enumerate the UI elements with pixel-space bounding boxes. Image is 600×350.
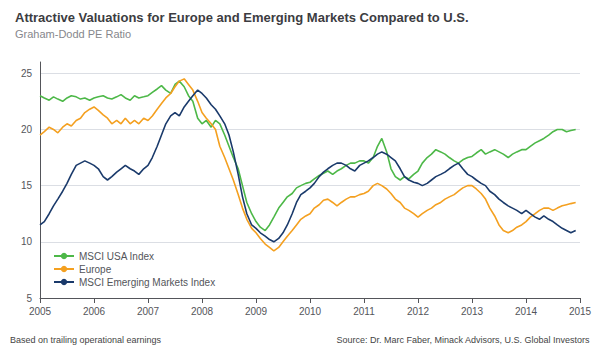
svg-text:Based on trailing operational: Based on trailing operational earnings	[10, 335, 162, 345]
svg-text:2013: 2013	[461, 306, 484, 317]
svg-text:2015: 2015	[569, 306, 592, 317]
svg-text:15: 15	[21, 180, 33, 191]
svg-text:2005: 2005	[29, 306, 52, 317]
svg-text:2006: 2006	[83, 306, 106, 317]
svg-text:2012: 2012	[407, 306, 430, 317]
svg-text:2007: 2007	[137, 306, 160, 317]
svg-text:5: 5	[26, 293, 32, 304]
svg-text:20: 20	[21, 124, 33, 135]
svg-text:2011: 2011	[353, 306, 375, 317]
svg-text:Source: Dr. Marc Faber, Minack: Source: Dr. Marc Faber, Minack Advisors,…	[336, 335, 590, 345]
svg-text:Attractive Valuations for Euro: Attractive Valuations for Europe and Eme…	[15, 10, 469, 25]
svg-text:MSCI USA Index: MSCI USA Index	[79, 251, 154, 262]
svg-text:25: 25	[21, 68, 33, 79]
svg-text:2014: 2014	[515, 306, 538, 317]
svg-text:MSCI Emerging Markets Index: MSCI Emerging Markets Index	[79, 277, 215, 288]
svg-text:2008: 2008	[191, 306, 214, 317]
svg-text:Europe: Europe	[79, 264, 112, 275]
svg-text:2010: 2010	[299, 306, 322, 317]
svg-text:2009: 2009	[245, 306, 268, 317]
svg-text:Graham-Dodd PE Ratio: Graham-Dodd PE Ratio	[15, 28, 131, 40]
svg-text:10: 10	[21, 236, 33, 247]
